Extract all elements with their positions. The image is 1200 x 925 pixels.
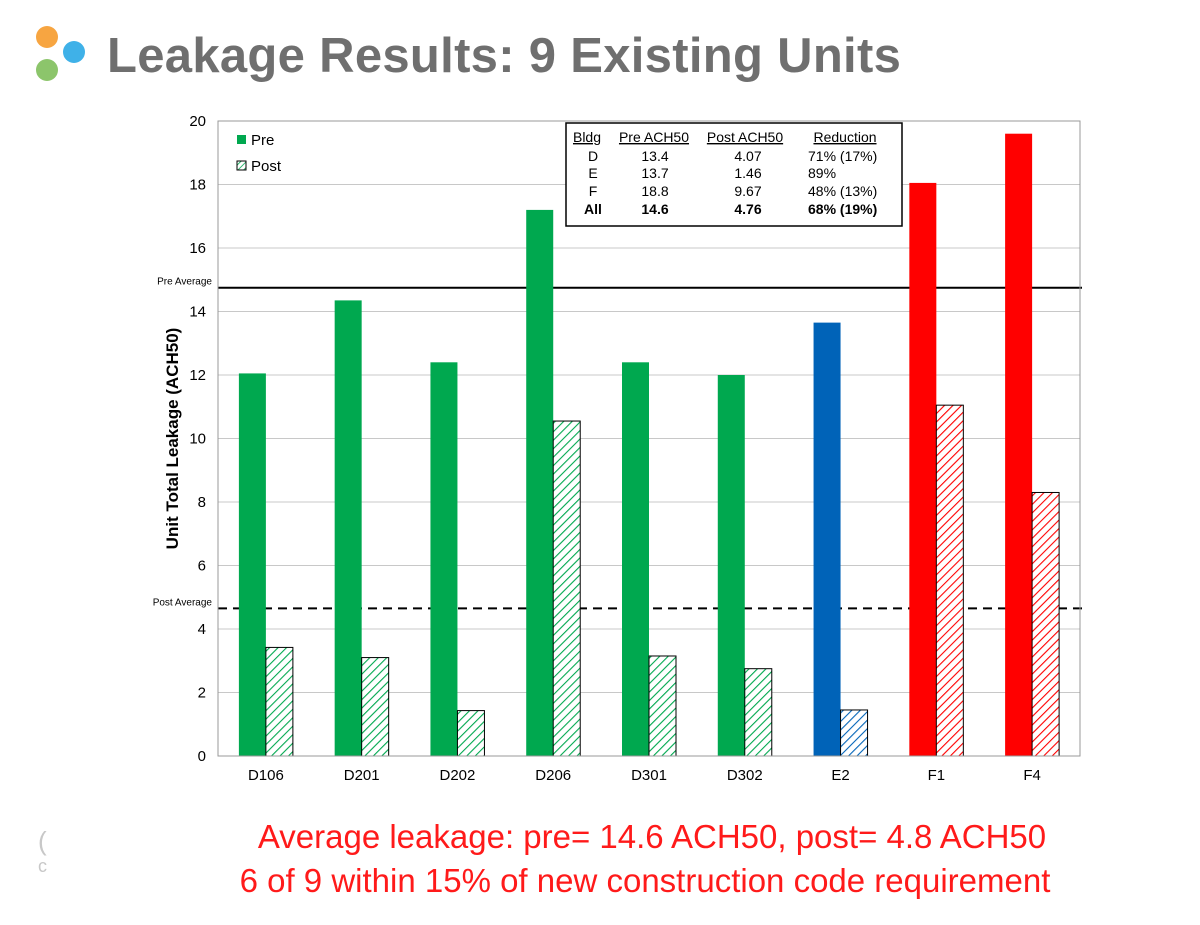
side-fragment-top: (: [38, 826, 47, 856]
reference-label: Pre Average: [157, 277, 212, 288]
y-tick-label: 14: [189, 304, 206, 321]
y-tick-label: 0: [198, 748, 206, 765]
table-header: Bldg: [573, 129, 601, 145]
bar-post-d106: [265, 646, 294, 757]
table-cell: 9.67: [734, 183, 761, 199]
y-tick-label: 12: [189, 367, 206, 384]
legend-label-post: Post: [251, 158, 282, 175]
x-tick-label: F1: [928, 767, 946, 784]
bar-post-d201: [361, 657, 390, 757]
y-tick-label: 20: [189, 113, 206, 130]
bar-post-d206: [552, 420, 581, 757]
legend-label-pre: Pre: [251, 132, 274, 149]
table-cell: D: [588, 148, 598, 164]
y-tick-label: 8: [198, 494, 206, 511]
bar-post-e2: [840, 709, 869, 757]
table-header: Post ACH50: [707, 129, 783, 145]
x-tick-label: D302: [727, 767, 763, 784]
y-tick-label: 10: [189, 431, 206, 448]
logo-dot-orange: [36, 26, 58, 48]
table-cell: 4.07: [734, 148, 761, 164]
y-tick-label: 4: [198, 621, 206, 638]
x-tick-label: D301: [631, 767, 667, 784]
table-cell: 68% (19%): [808, 201, 877, 217]
x-tick-label: D202: [440, 767, 476, 784]
legend-swatch-post: [236, 160, 247, 171]
bar-pre-d302: [717, 375, 745, 756]
bar-pre-d206: [526, 209, 554, 756]
summary-table-box: [565, 122, 903, 227]
logo-dot-green: [36, 59, 58, 81]
bar-pre-d106: [238, 373, 266, 756]
table-cell: F: [589, 183, 598, 199]
bar-pre-f4: [1005, 133, 1033, 756]
bar-post-f4: [1031, 491, 1060, 757]
table-cell: 13.7: [641, 165, 668, 181]
footer-line-1: Average leakage: pre= 14.6 ACH50, post= …: [257, 818, 1047, 855]
table-header: Reduction: [813, 129, 876, 145]
table-cell: 48% (13%): [808, 183, 877, 199]
table-cell: 18.8: [641, 183, 668, 199]
table-cell: All: [584, 201, 602, 217]
slide-title: Leakage Results: 9 Existing Units: [107, 29, 902, 83]
x-tick-label: D201: [344, 767, 380, 784]
legend-swatch-pre: [237, 135, 246, 144]
y-tick-label: 16: [189, 240, 206, 257]
bar-post-f1: [935, 404, 964, 757]
table-cell: 71% (17%): [808, 148, 877, 164]
x-tick-label: F4: [1023, 767, 1041, 784]
x-tick-label: D106: [248, 767, 284, 784]
table-cell: 14.6: [641, 201, 668, 217]
table-header: Pre ACH50: [619, 129, 689, 145]
bar-post-d302: [744, 668, 773, 757]
y-tick-label: 18: [189, 177, 206, 194]
bar-pre-d202: [430, 362, 458, 756]
bar-pre-d301: [622, 362, 649, 756]
bar-post-d301: [648, 655, 677, 757]
logo-dot-blue: [63, 41, 85, 63]
bar-post-d202: [456, 710, 485, 757]
side-fragment-bottom: c: [38, 856, 47, 876]
y-tick-label: 2: [198, 685, 206, 702]
x-tick-label: D206: [535, 767, 571, 784]
table-cell: 89%: [808, 165, 836, 181]
footer-line-2: 6 of 9 within 15% of new construction co…: [239, 862, 1051, 899]
table-cell: 1.46: [734, 165, 761, 181]
y-axis-label: Unit Total Leakage (ACH50): [163, 328, 182, 550]
reference-label: Post Average: [153, 597, 213, 608]
bar-pre-e2: [813, 322, 841, 756]
table-cell: E: [588, 165, 597, 181]
plot-frame: [217, 120, 1081, 757]
table-cell: 13.4: [641, 148, 668, 164]
table-cell: 4.76: [734, 201, 761, 217]
bar-pre-f1: [909, 182, 937, 757]
x-tick-label: E2: [831, 767, 849, 784]
bar-pre-d201: [334, 300, 362, 756]
y-tick-label: 6: [198, 558, 206, 575]
